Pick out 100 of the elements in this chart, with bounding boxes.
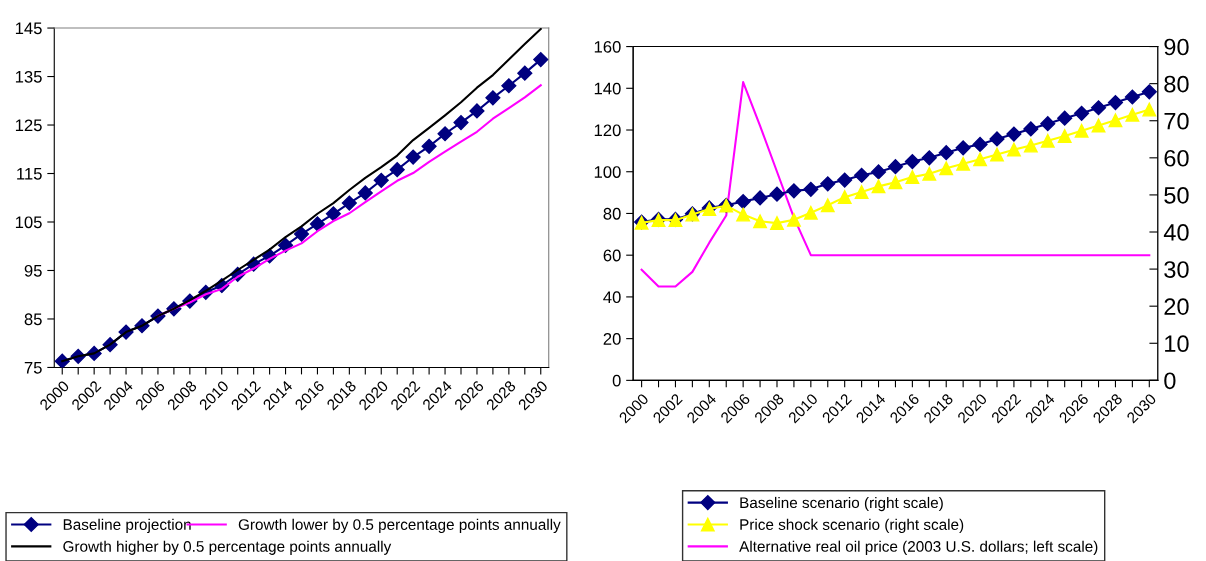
- point: [517, 65, 533, 81]
- point: [904, 153, 920, 170]
- point: [905, 170, 920, 185]
- point: [922, 166, 937, 181]
- point: [1040, 133, 1055, 148]
- point: [309, 216, 326, 232]
- y-tick-label: 120: [594, 124, 621, 137]
- point: [972, 136, 988, 153]
- y-tick-label: 145: [15, 22, 42, 35]
- y2-tick-label: 80: [1164, 75, 1189, 93]
- point: [803, 205, 818, 220]
- point: [735, 194, 751, 210]
- point: [485, 90, 501, 106]
- point: [1023, 138, 1038, 153]
- y2-tick-label: 30: [1164, 261, 1189, 278]
- point: [469, 103, 485, 119]
- y-tick-label: 85: [24, 313, 42, 326]
- point: [837, 172, 853, 188]
- point: [854, 167, 870, 183]
- point: [989, 131, 1005, 147]
- y-tick-label: 105: [15, 216, 42, 229]
- point: [341, 195, 357, 211]
- point: [888, 175, 903, 190]
- point: [373, 172, 389, 188]
- point: [870, 164, 887, 180]
- legend-label: Alternative real oil price (2003 U.S. dollars; left scale): [739, 540, 1098, 555]
- y-tick-label: 160: [594, 40, 621, 53]
- point: [1023, 121, 1039, 137]
- point: [786, 183, 802, 199]
- point: [1040, 116, 1056, 132]
- point: [769, 186, 785, 202]
- y-tick-label: 80: [603, 207, 621, 220]
- point: [405, 149, 421, 165]
- point: [293, 226, 310, 242]
- point: [921, 150, 937, 166]
- legend-label: Baseline scenario (right scale): [740, 496, 943, 512]
- y-tick-label: 75: [24, 362, 42, 374]
- point: [533, 51, 549, 68]
- legend-label: Baseline projection: [63, 518, 191, 534]
- y-tick-label: 40: [603, 291, 621, 304]
- point: [854, 185, 869, 199]
- point: [990, 147, 1004, 162]
- y2-tick-label: 90: [1164, 38, 1189, 56]
- point: [1057, 110, 1073, 126]
- point: [501, 78, 517, 94]
- y2-tick-label: 40: [1163, 224, 1189, 241]
- y-tick-label: 60: [603, 249, 621, 262]
- point: [1124, 89, 1140, 105]
- legend-label: Growth higher by 0.5 percentage points annually: [63, 540, 392, 555]
- point: [1091, 118, 1106, 133]
- legend-label: Price shock scenario (right scale): [740, 518, 964, 534]
- y-tick-label: 0: [612, 374, 621, 387]
- point: [389, 162, 405, 178]
- point: [955, 140, 971, 156]
- point: [837, 190, 852, 205]
- point: [871, 179, 886, 194]
- point: [1074, 123, 1089, 138]
- point: [938, 145, 954, 161]
- point: [770, 216, 784, 231]
- point: [753, 214, 768, 229]
- point: [736, 207, 751, 222]
- y-tick-label: 95: [24, 264, 42, 277]
- y-tick-label: 125: [15, 119, 42, 132]
- y2-tick-label: 50: [1164, 186, 1189, 204]
- point: [1141, 84, 1157, 100]
- y-tick-label: 140: [594, 82, 621, 95]
- line-series: [640, 80, 1151, 288]
- y-tick-label: 135: [15, 70, 42, 83]
- point: [939, 161, 954, 176]
- point: [786, 212, 801, 227]
- point: [1090, 100, 1107, 116]
- y2-tick-label: 0: [1164, 372, 1176, 390]
- point: [1057, 129, 1072, 143]
- point: [1108, 113, 1123, 128]
- point: [453, 115, 469, 131]
- y2-tick-label: 60: [1164, 149, 1189, 167]
- point: [421, 138, 437, 154]
- point: [973, 152, 988, 167]
- point: [1074, 105, 1090, 121]
- point: [1125, 107, 1140, 122]
- legend-label: Growth lower by 0.5 percentage points annually: [238, 518, 561, 534]
- y-tick-label: 100: [594, 166, 621, 178]
- point: [887, 159, 904, 175]
- point: [1006, 126, 1022, 142]
- y2-tick-label: 20: [1164, 298, 1189, 315]
- point: [325, 206, 341, 222]
- y-tick-label: 115: [17, 168, 42, 180]
- y2-tick-label: 10: [1165, 335, 1189, 353]
- y2-tick-label: 70: [1164, 112, 1189, 130]
- point: [752, 190, 768, 206]
- point: [437, 126, 453, 142]
- point: [1107, 94, 1124, 111]
- point: [820, 198, 835, 213]
- point: [1006, 142, 1021, 157]
- point: [357, 185, 373, 201]
- point: [803, 181, 819, 197]
- point: [1142, 102, 1157, 117]
- point: [956, 156, 971, 171]
- y-tick-label: 20: [603, 333, 621, 345]
- point: [820, 176, 836, 192]
